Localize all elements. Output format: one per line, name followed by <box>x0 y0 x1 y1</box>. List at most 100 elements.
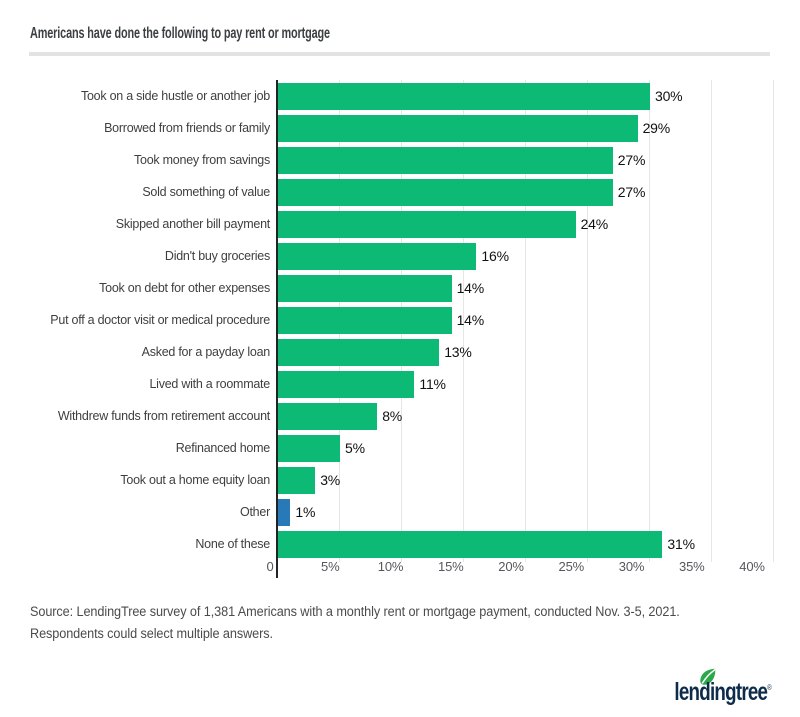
x-tick-label: 15% <box>438 559 464 574</box>
chart-row: Didn't buy groceries 16% <box>30 240 774 272</box>
value-label: 27% <box>617 184 646 200</box>
value-label: 29% <box>642 120 671 136</box>
gridline <box>525 80 526 562</box>
source-note: Source: LendingTree survey of 1,381 Amer… <box>30 601 680 645</box>
chart-row: Took out a home equity loan 3% <box>30 464 774 496</box>
row-plot: 24% <box>278 208 774 240</box>
value-label: 24% <box>580 216 609 232</box>
row-plot: 14% <box>278 304 774 336</box>
x-tick-label: 10% <box>377 559 404 574</box>
value-label: 5% <box>345 440 365 456</box>
value-label: 31% <box>667 536 695 552</box>
value-label: 14% <box>456 280 485 296</box>
category-label: Took on a side hustle or another job <box>80 89 270 103</box>
x-tick-label: 35% <box>679 559 705 574</box>
gridline <box>773 80 774 562</box>
leaf-icon <box>700 668 716 685</box>
y-axis-line <box>276 80 278 578</box>
row-plot: 3% <box>278 464 774 496</box>
value-label: 14% <box>456 312 485 328</box>
bar <box>278 274 452 302</box>
x-tick-label: 30% <box>618 559 645 574</box>
bar <box>278 146 613 174</box>
chart-row: Took on debt for other expenses 14% <box>30 272 774 304</box>
category-label: Borrowed from friends or family <box>104 121 270 135</box>
row-plot: 27% <box>278 144 774 176</box>
source-line-2: Respondents could select multiple answer… <box>30 626 273 641</box>
category-label: Refinanced home <box>175 441 270 455</box>
x-tick-label: 25% <box>558 559 585 574</box>
bar <box>278 370 415 398</box>
bar <box>278 434 340 462</box>
bar-chart: Took on a side hustle or another job 30% B… <box>30 80 774 580</box>
row-plot: 14% <box>278 272 774 304</box>
category-label: Took out a home equity loan <box>120 473 270 487</box>
gridline <box>463 80 464 562</box>
row-plot: 8% <box>278 400 774 432</box>
value-label: 30% <box>655 88 683 104</box>
bar <box>278 306 452 334</box>
bar <box>278 114 638 142</box>
x-tick-label: 0 <box>266 559 274 574</box>
chart-row: None of these 31% <box>30 528 774 560</box>
chart-row: Borrowed from friends or family 29% <box>30 112 774 144</box>
chart-row: Asked for a payday loan 13% <box>30 336 774 368</box>
chart-row: Took money from savings 27% <box>30 144 774 176</box>
bar <box>278 498 291 526</box>
row-plot: 13% <box>278 336 774 368</box>
category-label: Took money from savings <box>134 153 270 167</box>
chart-row: Took on a side hustle or another job 30% <box>30 80 774 112</box>
bar <box>278 178 613 206</box>
x-tick-label: 40% <box>739 559 765 574</box>
gridline <box>649 80 650 562</box>
row-plot: 5% <box>278 432 774 464</box>
bar <box>278 210 576 238</box>
chart-row: Sold something of value 27% <box>30 176 774 208</box>
x-tick-label: 5% <box>321 559 340 574</box>
category-label: Skipped another bill payment <box>115 217 270 231</box>
row-plot: 30% <box>278 80 774 112</box>
value-label: 1% <box>295 504 316 520</box>
bar <box>278 82 650 110</box>
category-label: Put off a doctor visit or medical proced… <box>50 313 270 327</box>
logo-wordmark: lendingtree® <box>674 678 772 706</box>
x-tick-label: 20% <box>498 559 524 574</box>
row-plot: 11% <box>278 368 774 400</box>
x-axis-tick-labels: 0 5% 10% 15% 20% 25% 30% 35% 40% <box>266 559 774 577</box>
category-label: Sold something of value <box>142 185 270 199</box>
category-label: Lived with a roommate <box>149 377 270 391</box>
chart-row: Refinanced home 5% <box>30 432 774 464</box>
category-label: Didn't buy groceries <box>164 249 270 263</box>
lendingtree-logo: lendingtree® <box>642 664 772 706</box>
registered-mark: ® <box>767 683 772 692</box>
chart-title: Americans have done the following to pay… <box>30 25 330 42</box>
value-label: 11% <box>419 376 446 392</box>
category-label: None of these <box>195 537 270 551</box>
value-label: 27% <box>617 152 646 168</box>
value-label: 8% <box>382 408 403 424</box>
row-plot: 31% <box>278 528 774 560</box>
chart-row: Withdrew funds from retirement account 8% <box>30 400 774 432</box>
bar <box>278 530 663 558</box>
category-label: Took on debt for other expenses <box>99 281 270 295</box>
bar <box>278 242 477 270</box>
chart-row: Other 1% <box>30 496 774 528</box>
chart-row: Skipped another bill payment 24% <box>30 208 774 240</box>
bar <box>278 402 378 430</box>
row-plot: 29% <box>278 112 774 144</box>
bar-rows: Took on a side hustle or another job 30% B… <box>30 80 774 560</box>
category-label: Withdrew funds from retirement account <box>57 409 270 423</box>
bar <box>278 338 440 366</box>
category-label: Asked for a payday loan <box>141 345 271 359</box>
row-plot: 1% <box>278 496 774 528</box>
chart-row: Put off a doctor visit or medical proced… <box>30 304 774 336</box>
value-label: 3% <box>320 472 341 488</box>
source-line-1: Source: LendingTree survey of 1,381 Amer… <box>30 604 680 619</box>
chart-row: Lived with a roommate 11% <box>30 368 774 400</box>
bar <box>278 466 316 494</box>
title-divider <box>29 52 770 56</box>
value-label: 16% <box>481 248 509 264</box>
gridline <box>711 80 712 562</box>
value-label: 13% <box>444 344 472 360</box>
